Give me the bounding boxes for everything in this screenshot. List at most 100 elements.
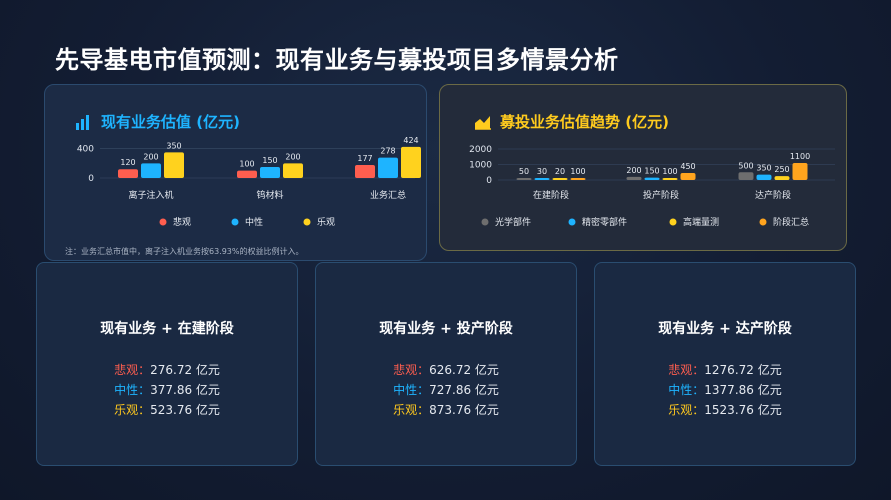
- data-label: 177: [357, 154, 372, 163]
- bar: [118, 169, 138, 178]
- scenario-card-full-capacity: 现有业务 + 达产阶段 悲观：1276.72 亿元 中性：1377.86 亿元 …: [594, 262, 856, 466]
- bull-value: 1523.76 亿元: [704, 403, 782, 417]
- existing-business-chart: 0 400 120 200 350 离子注入机 100 150 200 钨材料 177 278 424 业…: [77, 136, 421, 228]
- data-label: 350: [756, 164, 771, 173]
- data-label: 100: [662, 167, 677, 176]
- existing-business-panel: 现有业务估值 (亿元) 0 400 120 200 350 离子注入机 100 150 200 钨…: [44, 84, 427, 261]
- bar: [774, 176, 790, 180]
- bar: [355, 165, 375, 178]
- data-label: 150: [644, 167, 659, 176]
- legend-marker: [568, 218, 576, 226]
- card-title: 现有业务 + 投产阶段: [379, 321, 513, 337]
- x-tick-label: 达产阶段: [755, 189, 791, 201]
- data-label: 450: [680, 162, 695, 171]
- bar: [283, 163, 303, 178]
- bar: [237, 170, 257, 178]
- bar: [626, 176, 642, 180]
- x-tick-label: 投产阶段: [643, 189, 679, 201]
- bull-value: 873.76 亿元: [429, 403, 499, 417]
- data-label: 150: [262, 156, 277, 165]
- project-business-header: 募投业务估值趋势 (亿元): [474, 111, 669, 132]
- footnote: 注：业务汇总市值中，离子注入机业务按63.93%的权益比例计入。: [65, 247, 304, 256]
- bar: [516, 178, 532, 180]
- legend-marker: [481, 218, 489, 226]
- bar: [552, 178, 568, 180]
- legend-label: 光学部件: [495, 216, 531, 228]
- legend-marker: [303, 218, 311, 226]
- scenario-card-construction: 现有业务 + 在建阶段 悲观：276.72 亿元 中性：377.86 亿元 乐观…: [36, 262, 298, 466]
- legend-marker: [669, 218, 677, 226]
- neutral-value: 1377.86 亿元: [704, 383, 782, 397]
- bar: [662, 178, 678, 180]
- y-tick-label: 400: [77, 145, 94, 155]
- bear-label: 悲观：: [668, 363, 705, 377]
- bar: [141, 163, 161, 178]
- legend-label: 精密零部件: [582, 216, 627, 228]
- bar: [738, 172, 754, 180]
- page-title: 先导基电市值预测：现有业务与募投项目多情景分析: [55, 46, 619, 74]
- bar: [792, 162, 808, 180]
- area-chart-icon: [475, 115, 491, 130]
- neutral-value: 377.86 亿元: [150, 383, 220, 397]
- x-tick-label: 业务汇总: [370, 189, 406, 201]
- y-tick-label: 1000: [469, 161, 492, 171]
- bear-label: 悲观：: [393, 363, 430, 377]
- neutral-label: 中性：: [668, 383, 705, 397]
- data-label: 50: [519, 167, 529, 176]
- bull-value: 523.76 亿元: [150, 403, 220, 417]
- bar: [756, 174, 772, 180]
- scenario-card-production: 现有业务 + 投产阶段 悲观：626.72 亿元 中性：727.86 亿元 乐观…: [315, 262, 577, 466]
- bar: [260, 167, 280, 178]
- bar: [680, 173, 696, 180]
- neutral-label: 中性：: [114, 383, 151, 397]
- data-label: 424: [403, 136, 418, 145]
- data-label: 278: [380, 147, 395, 156]
- x-tick-label: 离子注入机: [128, 189, 173, 201]
- bear-value: 276.72 亿元: [150, 363, 220, 377]
- data-label: 30: [537, 167, 547, 176]
- bar: [164, 152, 184, 178]
- data-label: 200: [626, 166, 641, 175]
- y-tick-label: 2000: [469, 145, 492, 155]
- data-label: 200: [143, 152, 158, 161]
- bar: [378, 157, 398, 178]
- data-label: 350: [166, 141, 181, 150]
- y-tick-label: 0: [486, 176, 492, 186]
- x-tick-label: 在建阶段: [533, 189, 569, 201]
- existing-business-title: 现有业务估值 (亿元): [101, 113, 240, 131]
- bull-label: 乐观：: [668, 403, 705, 417]
- data-label: 500: [738, 161, 753, 170]
- data-label: 120: [120, 158, 135, 167]
- bear-value: 626.72 亿元: [429, 363, 499, 377]
- data-label: 250: [774, 165, 789, 174]
- card-title: 现有业务 + 在建阶段: [100, 321, 234, 337]
- y-tick-label: 0: [88, 174, 94, 184]
- legend-label: 阶段汇总: [773, 216, 809, 228]
- project-business-title: 募投业务估值趋势 (亿元): [500, 113, 669, 131]
- bar: [570, 178, 586, 180]
- bull-label: 乐观：: [114, 403, 151, 417]
- x-tick-label: 钨材料: [256, 189, 283, 201]
- bull-label: 乐观：: [393, 403, 430, 417]
- data-label: 1100: [790, 152, 810, 161]
- bear-value: 1276.72 亿元: [704, 363, 782, 377]
- data-label: 100: [239, 160, 254, 169]
- bar: [401, 146, 421, 178]
- neutral-label: 中性：: [393, 383, 430, 397]
- bar-chart-icon: [76, 114, 89, 130]
- legend-label: 乐观: [317, 216, 335, 228]
- existing-business-header: 现有业务估值 (亿元): [75, 111, 240, 132]
- legend-marker: [159, 218, 167, 226]
- legend-marker: [759, 218, 767, 226]
- data-label: 20: [555, 167, 565, 176]
- bear-label: 悲观：: [114, 363, 151, 377]
- legend-marker: [231, 218, 239, 226]
- bar: [534, 178, 550, 180]
- legend-label: 高端量测: [683, 216, 719, 228]
- project-business-panel: 募投业务估值趋势 (亿元) 0 1000 2000 50 30 20 100 在建阶段 200 1…: [439, 84, 847, 251]
- legend-label: 悲观: [173, 216, 191, 228]
- legend-label: 中性: [245, 216, 263, 228]
- data-label: 200: [285, 152, 300, 161]
- neutral-value: 727.86 亿元: [429, 383, 499, 397]
